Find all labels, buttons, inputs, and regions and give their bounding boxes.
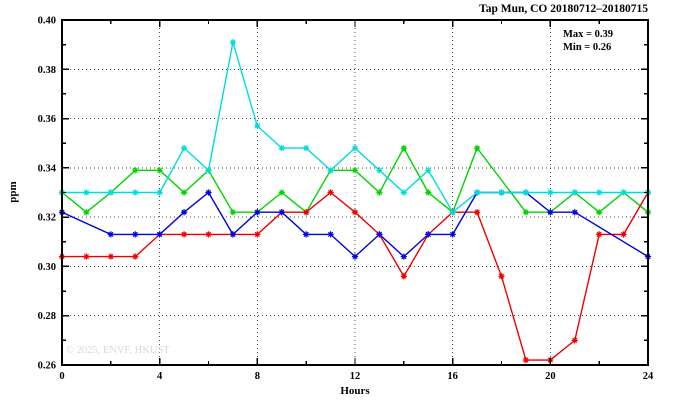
series-cyan [62,42,648,214]
series-green [61,146,649,214]
axis-layer [61,19,649,366]
x-axis-label: Hours [340,385,370,397]
watermark: © 2025, ENVF, HKUST [66,345,170,356]
svg-text:4: 4 [157,371,163,382]
svg-text:16: 16 [447,371,458,382]
svg-text:0.36: 0.36 [38,114,56,125]
y-axis-label: ppm [7,181,19,202]
chart-title: Tap Mun, CO 20180712–20180715 [479,3,648,15]
svg-text:0.26: 0.26 [38,361,56,372]
svg-text:0.34: 0.34 [38,163,57,174]
svg-text:24: 24 [643,371,654,382]
svg-text:0.30: 0.30 [38,262,56,273]
svg-text:0.32: 0.32 [38,213,56,224]
svg-text:0: 0 [59,371,64,382]
min-annotation: Min = 0.26 [563,42,611,53]
svg-text:0.28: 0.28 [38,311,56,322]
tick-label-layer: 0 4 8 12 16 20 24 0.26 0.28 0.30 0.32 0.34 0.36 0.38 0… [38,16,654,383]
max-annotation: Max = 0.39 [563,29,613,40]
svg-text:8: 8 [255,371,260,382]
svg-text:12: 12 [350,371,361,382]
series-layer [58,39,652,364]
svg-text:20: 20 [545,371,556,382]
svg-text:0.38: 0.38 [38,65,56,76]
svg-text:0.40: 0.40 [38,16,56,27]
